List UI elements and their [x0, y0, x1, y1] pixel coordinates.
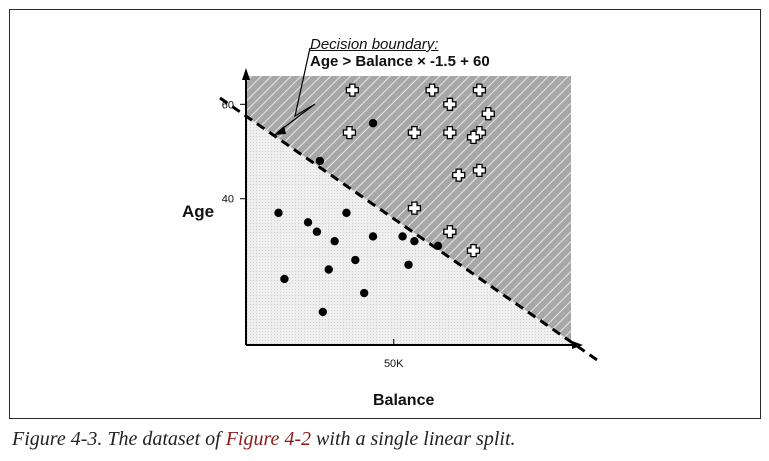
data-point-dot [433, 241, 443, 251]
data-point-dot [398, 232, 407, 241]
data-point-dot [318, 307, 328, 317]
figure-link[interactable]: Figure 4-2 [225, 428, 312, 450]
data-point-dot [324, 265, 333, 274]
data-point-dot [410, 236, 419, 246]
data-point-plus [407, 201, 422, 215]
caption-suffix: with a single linear split. [311, 428, 516, 450]
data-point-plus [472, 83, 487, 97]
data-point-dot [351, 255, 360, 265]
data-point-plus [345, 83, 360, 97]
data-point-plus [466, 130, 481, 145]
figure-caption: Figure 4-3. The dataset of Figure 4-2 wi… [12, 428, 516, 451]
data-point-plus [466, 243, 481, 258]
data-point-dot [303, 218, 313, 227]
data-point-dot [359, 288, 369, 298]
decision-boundary-line [219, 96, 601, 364]
data-point-dot [404, 260, 413, 269]
x-tick-label: 50K [384, 358, 404, 370]
figure-frame: 40 60 50K Decision boundary: Age > Balance… [9, 9, 761, 419]
data-point-plus [472, 125, 487, 140]
data-point-dot [368, 232, 378, 241]
data-point-plus [443, 125, 457, 140]
data-point-plus [452, 168, 466, 182]
x-axis-label: Balance [373, 392, 435, 409]
caption-prefix: Figure 4-3. The dataset of [12, 428, 226, 450]
data-point-plus [481, 107, 495, 121]
data-point-dot [330, 236, 339, 246]
x-axis-arrow-icon [572, 341, 583, 349]
data-point-dot [342, 208, 351, 218]
data-point-plus [425, 83, 439, 97]
data-point-plus [443, 225, 457, 239]
data-point-dot [368, 118, 378, 128]
data-point-dot [315, 156, 325, 166]
data-point-dot [274, 208, 283, 218]
data-point-plus [443, 97, 457, 111]
annotation-arrowhead-icon [274, 126, 286, 135]
boundary-annotation-title: Decision boundary: [310, 36, 439, 53]
data-point-plus [472, 163, 487, 178]
y-axis-label: Age [182, 202, 215, 221]
data-point-plus [342, 125, 357, 140]
annotation-pointer [277, 47, 316, 133]
y-axis-arrow-icon [242, 68, 250, 80]
boundary-equation: Age > Balance × -1.5 + 60 [310, 53, 490, 70]
data-point-plus [407, 125, 422, 140]
data-point-dot [280, 274, 289, 284]
data-point-dot [312, 227, 322, 236]
y-tick-label: 40 [222, 194, 234, 206]
